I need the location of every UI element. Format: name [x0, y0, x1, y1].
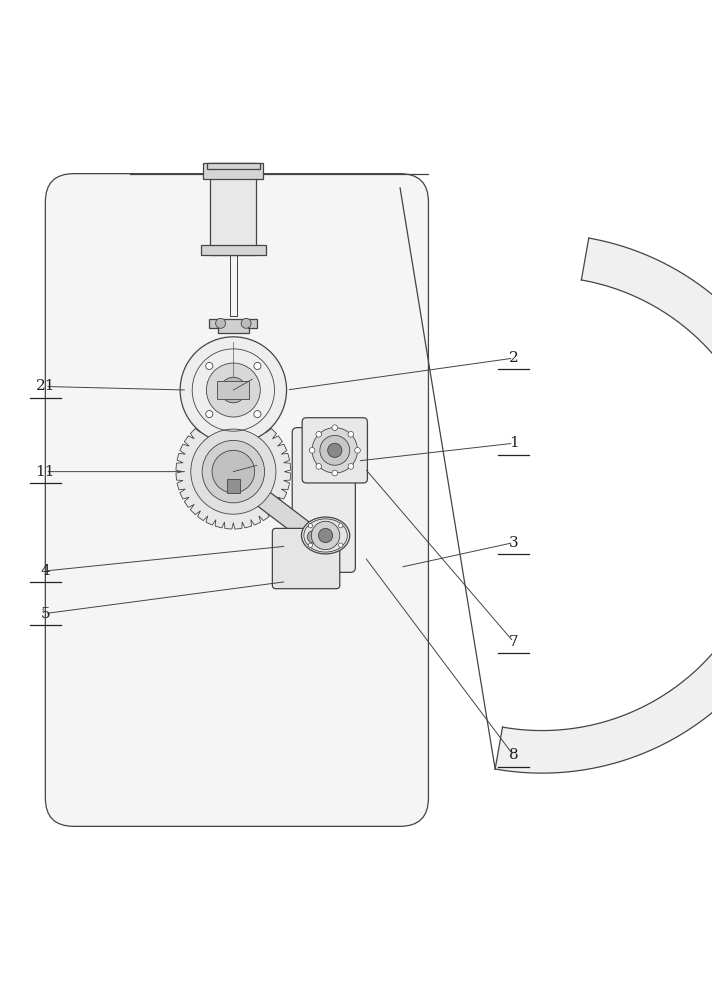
Circle shape	[206, 411, 213, 418]
Circle shape	[202, 440, 265, 503]
Text: 3: 3	[509, 536, 518, 550]
Circle shape	[318, 528, 332, 543]
Circle shape	[302, 526, 325, 548]
Bar	[227, 479, 240, 493]
Bar	[217, 381, 250, 399]
Text: 1: 1	[508, 436, 518, 450]
FancyBboxPatch shape	[272, 528, 340, 589]
Bar	[248, 319, 257, 328]
Circle shape	[241, 318, 251, 328]
FancyBboxPatch shape	[302, 418, 368, 483]
Text: 8: 8	[509, 748, 518, 762]
Circle shape	[348, 431, 354, 437]
Circle shape	[308, 543, 312, 547]
Ellipse shape	[302, 517, 350, 554]
Text: 2: 2	[508, 351, 518, 365]
Circle shape	[316, 431, 322, 437]
Circle shape	[339, 524, 343, 528]
Bar	[203, 163, 264, 179]
FancyBboxPatch shape	[45, 174, 428, 826]
Polygon shape	[495, 238, 715, 773]
Circle shape	[254, 411, 261, 418]
Bar	[207, 163, 260, 169]
Bar	[218, 319, 249, 333]
Circle shape	[308, 524, 312, 528]
Circle shape	[212, 450, 255, 493]
Circle shape	[220, 377, 246, 403]
Circle shape	[312, 428, 358, 473]
Text: 5: 5	[41, 607, 50, 621]
Circle shape	[310, 448, 315, 453]
Circle shape	[339, 543, 343, 547]
Circle shape	[191, 429, 276, 514]
Circle shape	[216, 318, 225, 328]
Circle shape	[320, 435, 350, 465]
Bar	[210, 163, 257, 255]
Circle shape	[254, 362, 261, 370]
FancyBboxPatch shape	[292, 428, 355, 572]
Circle shape	[355, 448, 360, 453]
Text: 7: 7	[509, 635, 518, 649]
Circle shape	[332, 470, 337, 476]
Circle shape	[327, 443, 342, 457]
Polygon shape	[232, 471, 319, 544]
Circle shape	[206, 362, 213, 370]
Text: 21: 21	[36, 379, 55, 393]
Circle shape	[348, 464, 354, 469]
Circle shape	[180, 337, 287, 443]
Bar	[209, 319, 219, 328]
Circle shape	[312, 521, 340, 550]
Circle shape	[332, 425, 337, 430]
Circle shape	[316, 464, 322, 469]
Text: 4: 4	[41, 564, 50, 578]
Bar	[201, 245, 266, 255]
Circle shape	[207, 363, 260, 417]
Circle shape	[307, 531, 320, 543]
Polygon shape	[176, 414, 291, 529]
Text: 11: 11	[36, 465, 55, 479]
